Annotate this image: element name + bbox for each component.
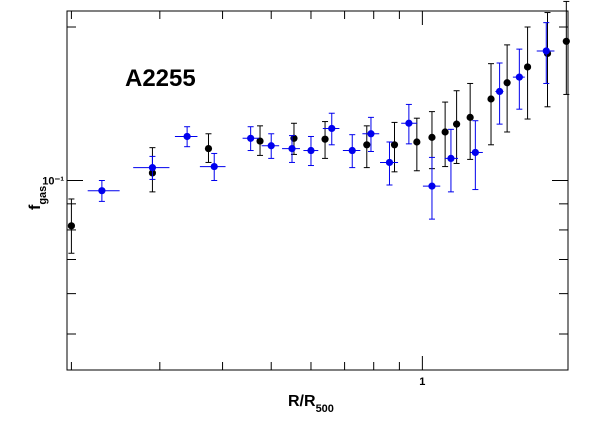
point-marker [542,47,550,55]
point-marker [204,145,213,153]
data-point [303,135,319,167]
point-marker [441,128,449,136]
data-point [261,133,280,159]
point-marker [471,148,479,157]
point-marker [453,120,461,128]
point-marker [503,79,511,87]
y-axis-label-main: f [27,204,44,210]
point-marker [385,158,394,167]
data-point [562,0,570,95]
data-point [321,121,329,159]
data-point [342,134,361,169]
data-point [523,26,532,120]
point-marker [247,134,255,142]
point-marker [67,222,76,230]
point-marker [267,142,275,150]
x-axis-label-main: R/R [288,393,316,410]
point-marker [307,146,315,155]
data-point [87,180,120,202]
plot-frame [66,10,569,371]
data-marks [67,0,570,254]
data-point [413,117,421,172]
point-marker [321,135,329,143]
point-marker [256,137,264,145]
series-1 [87,22,555,220]
x-axis-label: R/R500 [288,393,334,415]
point-marker [413,138,421,146]
point-marker [523,63,532,71]
data-point [67,198,76,254]
data-point [466,82,474,160]
data-point [503,44,511,133]
axis-ticks: 1 10⁻¹ [42,11,568,388]
y-tick-label: 10⁻¹ [42,176,64,188]
data-point [242,126,259,152]
data-point [199,152,226,182]
data-point [441,101,449,168]
x-tick-label: 1 [419,376,425,388]
point-marker [496,87,504,96]
data-point [512,48,525,110]
point-marker [210,162,218,171]
data-point [444,128,458,193]
data-point [362,116,380,152]
point-marker [515,73,523,81]
y-axis-label-subscript: gas [37,186,49,205]
data-point [422,156,441,220]
point-marker [405,119,413,127]
point-marker [348,146,356,155]
data-point [536,22,555,84]
data-point [204,133,213,163]
data-point [487,63,495,146]
point-marker [328,124,336,133]
point-marker [98,187,106,195]
x-axis-label-subscript: 500 [316,403,334,415]
point-marker [562,37,570,45]
series-0 [67,0,570,254]
data-point [495,62,504,125]
data-point [256,125,264,156]
point-marker [428,182,436,190]
data-point [401,103,418,145]
point-marker [390,141,399,149]
point-marker [363,141,371,149]
point-marker [447,154,455,163]
data-point [322,112,340,146]
annotation-label: A2255 [125,65,196,92]
point-marker [428,133,436,141]
data-point [363,125,371,169]
point-marker [487,95,495,103]
point-marker [288,145,296,153]
data-point [133,155,170,180]
y-axis-label: fgas [27,186,49,210]
data-point [174,126,198,148]
data-point [453,90,461,164]
point-marker [148,164,157,172]
point-marker [367,130,375,138]
point-marker [183,132,191,141]
data-point [282,135,300,163]
data-point [380,141,399,186]
point-marker [466,113,474,121]
data-point [470,120,483,191]
data-point [390,121,399,173]
